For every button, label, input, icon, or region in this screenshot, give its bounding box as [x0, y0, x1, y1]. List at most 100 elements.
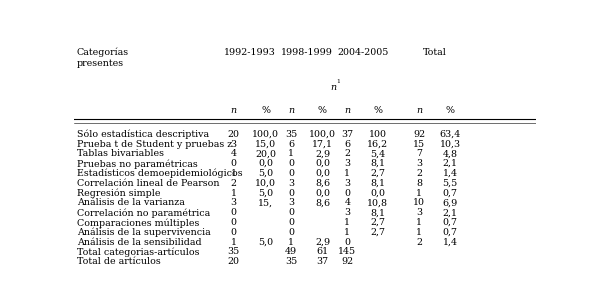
- Text: 1: 1: [230, 238, 236, 247]
- Text: 1,4: 1,4: [443, 169, 458, 178]
- Text: 0: 0: [345, 238, 350, 247]
- Text: Tablas bivariables: Tablas bivariables: [77, 149, 164, 158]
- Text: 2: 2: [416, 169, 422, 178]
- Text: 0: 0: [288, 218, 294, 227]
- Text: 0: 0: [288, 208, 294, 217]
- Text: 15: 15: [414, 140, 425, 149]
- Text: 2,9: 2,9: [315, 238, 330, 247]
- Text: 16,2: 16,2: [367, 140, 389, 149]
- Text: 1: 1: [230, 169, 236, 178]
- Text: 0: 0: [230, 218, 236, 227]
- Text: n: n: [345, 106, 350, 115]
- Text: 20,0: 20,0: [255, 149, 276, 158]
- Text: 2,1: 2,1: [443, 208, 458, 217]
- Text: 1: 1: [416, 218, 422, 227]
- Text: Estadísticos demoepidemiológicos: Estadísticos demoepidemiológicos: [77, 169, 242, 178]
- Text: 3: 3: [345, 159, 350, 168]
- Text: 3: 3: [416, 208, 422, 217]
- Text: 100,0: 100,0: [252, 130, 279, 139]
- Text: Pruebas no paramétricas: Pruebas no paramétricas: [77, 159, 198, 169]
- Text: 49: 49: [285, 247, 297, 256]
- Text: n: n: [416, 106, 422, 115]
- Text: 8: 8: [416, 179, 422, 188]
- Text: 15,: 15,: [258, 198, 273, 207]
- Text: 0: 0: [288, 189, 294, 198]
- Text: 5,0: 5,0: [258, 238, 273, 247]
- Text: %: %: [261, 106, 270, 115]
- Text: Total: Total: [423, 48, 447, 57]
- Text: Regresión simple: Regresión simple: [77, 189, 160, 198]
- Text: 0: 0: [230, 208, 236, 217]
- Text: 63,4: 63,4: [440, 130, 461, 139]
- Text: 0,0: 0,0: [315, 189, 330, 198]
- Text: 0,7: 0,7: [443, 228, 458, 237]
- Text: 2: 2: [230, 179, 236, 188]
- Text: 6: 6: [345, 140, 350, 149]
- Text: Categorías
presentes: Categorías presentes: [77, 48, 129, 68]
- Text: 1: 1: [288, 149, 294, 158]
- Text: 15,0: 15,0: [255, 140, 276, 149]
- Text: n: n: [288, 106, 294, 115]
- Text: 2: 2: [345, 149, 350, 158]
- Text: 35: 35: [285, 130, 298, 139]
- Text: %: %: [373, 106, 383, 115]
- Text: Correlación lineal de Pearson: Correlación lineal de Pearson: [77, 179, 219, 188]
- Text: 1,4: 1,4: [443, 238, 458, 247]
- Text: 6,9: 6,9: [443, 198, 458, 207]
- Text: 0,0: 0,0: [370, 189, 386, 198]
- Text: 5,5: 5,5: [443, 179, 458, 188]
- Text: 37: 37: [342, 130, 353, 139]
- Text: 37: 37: [317, 257, 328, 266]
- Text: 0: 0: [288, 228, 294, 237]
- Text: 1: 1: [336, 79, 340, 84]
- Text: 10,0: 10,0: [255, 179, 276, 188]
- Text: Prueba t de Student y pruebas z: Prueba t de Student y pruebas z: [77, 140, 232, 149]
- Text: 0,0: 0,0: [315, 159, 330, 168]
- Text: 2: 2: [416, 238, 422, 247]
- Text: 20: 20: [227, 130, 239, 139]
- Text: 1: 1: [230, 189, 236, 198]
- Text: 0,7: 0,7: [443, 218, 458, 227]
- Text: Análisis de la varianza: Análisis de la varianza: [77, 198, 184, 207]
- Text: 0,0: 0,0: [315, 169, 330, 178]
- Text: 3: 3: [288, 198, 294, 207]
- Text: 3: 3: [345, 179, 350, 188]
- Text: 0: 0: [230, 228, 236, 237]
- Text: 5,0: 5,0: [258, 169, 273, 178]
- Text: 8,6: 8,6: [315, 179, 330, 188]
- Text: Sólo estadística descriptiva: Sólo estadística descriptiva: [77, 130, 209, 139]
- Text: 8,1: 8,1: [370, 179, 386, 188]
- Text: 3: 3: [416, 159, 422, 168]
- Text: 6: 6: [288, 140, 294, 149]
- Text: 100,0: 100,0: [309, 130, 336, 139]
- Text: Correlación no paramétrica: Correlación no paramétrica: [77, 208, 210, 218]
- Text: 3: 3: [230, 198, 237, 207]
- Text: 5,4: 5,4: [370, 149, 386, 158]
- Text: 1: 1: [345, 218, 350, 227]
- Text: 2,7: 2,7: [370, 218, 386, 227]
- Text: 1992-1993: 1992-1993: [224, 48, 275, 57]
- Text: 3: 3: [288, 179, 294, 188]
- Text: 0: 0: [345, 189, 350, 198]
- Text: 4: 4: [230, 149, 236, 158]
- Text: 2,7: 2,7: [370, 169, 386, 178]
- Text: 3: 3: [230, 140, 237, 149]
- Text: 2004-2005: 2004-2005: [337, 48, 389, 57]
- Text: 145: 145: [339, 247, 356, 256]
- Text: 2,7: 2,7: [370, 228, 386, 237]
- Text: 92: 92: [414, 130, 425, 139]
- Text: Total categorias-artículos: Total categorias-artículos: [77, 247, 199, 257]
- Text: 61: 61: [317, 247, 328, 256]
- Text: 10,3: 10,3: [440, 140, 461, 149]
- Text: 0: 0: [288, 159, 294, 168]
- Text: 1: 1: [345, 228, 350, 237]
- Text: 10,8: 10,8: [367, 198, 389, 207]
- Text: 35: 35: [285, 257, 298, 266]
- Text: 1: 1: [288, 238, 294, 247]
- Text: 35: 35: [227, 247, 240, 256]
- Text: n: n: [330, 83, 336, 92]
- Text: 0: 0: [288, 169, 294, 178]
- Text: 0,7: 0,7: [443, 189, 458, 198]
- Text: Análisis de la supervivencia: Análisis de la supervivencia: [77, 228, 211, 237]
- Text: Análisis de la sensibilidad: Análisis de la sensibilidad: [77, 238, 201, 247]
